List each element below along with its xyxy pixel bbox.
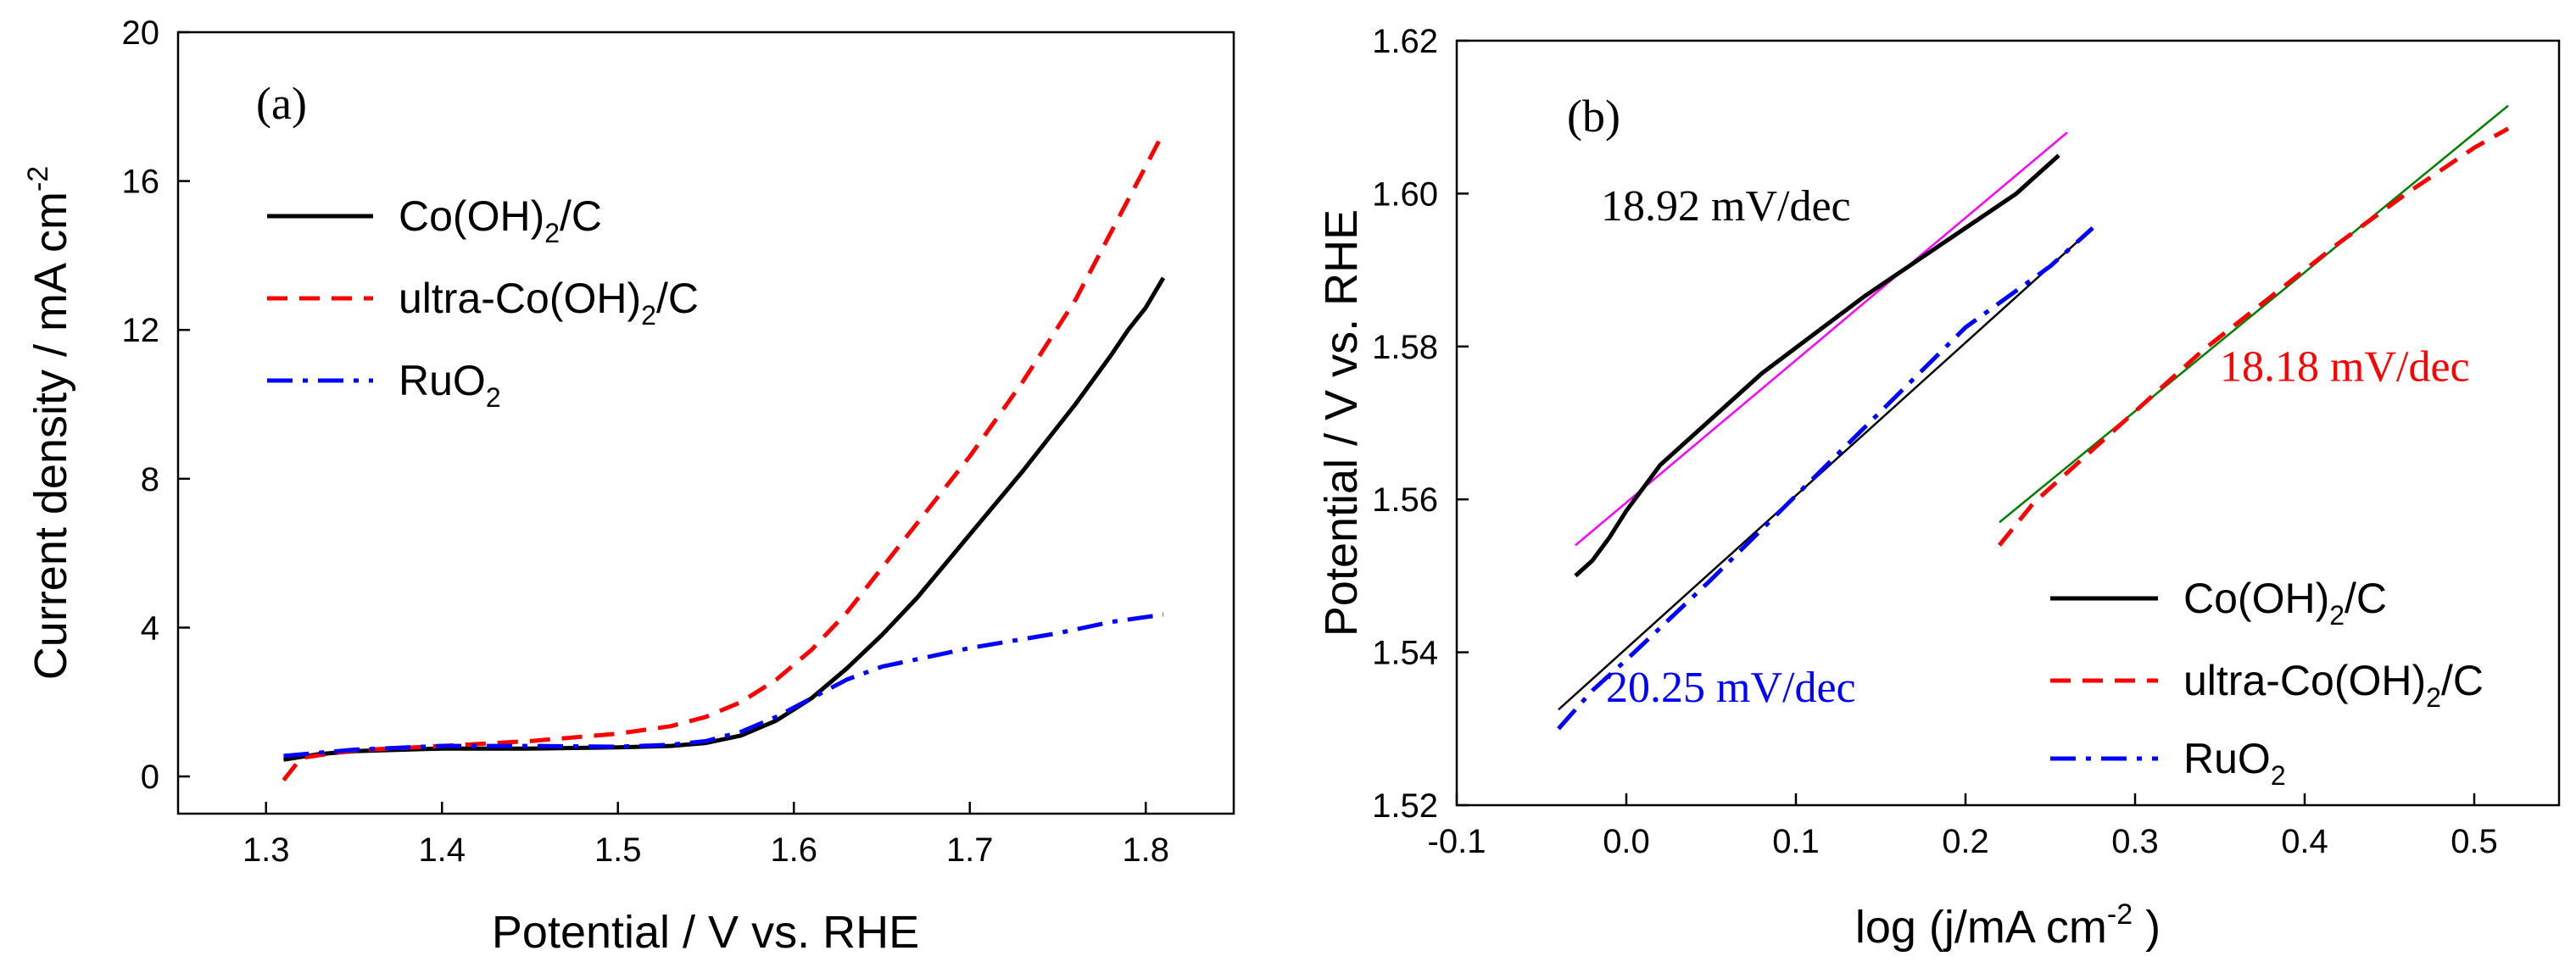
panel-a-y-tick-label: 20: [122, 14, 160, 52]
panel-b-y-tick-label: 1.58: [1372, 329, 1438, 366]
panel-b-label: (b): [1567, 91, 1620, 142]
panel-b-x-tick-label: 0.1: [1772, 823, 1820, 860]
panel-a-series-ultra-co-oh-2-c: [282, 131, 1166, 782]
panel-a-x-tick-label: 1.7: [946, 831, 994, 869]
panel-b-x-tick-label: 0.2: [1942, 823, 1989, 860]
panel-b-x-tick-label: 0.3: [2111, 823, 2159, 860]
panel-a-x-tick-label: 1.3: [243, 831, 290, 869]
panel-b-series: [1557, 126, 2510, 731]
panel-a-series-ruo2: [283, 612, 1164, 759]
panel-b-x-tick-label: 0.0: [1603, 823, 1650, 860]
panel-a-y-tick-label: 12: [122, 312, 160, 349]
panel-b-y-ticks: 1.52 1.54 1.56 1.58 1.60 1.62: [1372, 23, 1469, 825]
panel-b-series-ruo2: [1557, 226, 2094, 731]
panel-a-series: [282, 131, 1166, 782]
panel-a-x-tick-label: 1.8: [1122, 831, 1169, 869]
panel-a-legend-label-ultra-co-oh2-c: ultra-Co(OH)2/C: [399, 275, 699, 331]
panel-a-series-co-oh-2-c: [283, 276, 1166, 762]
panel-b-series-ultra-co-oh-2-c: [1998, 126, 2510, 547]
panel-b-legend-label-ultra-co-oh2-c: ultra-Co(OH)2/C: [2183, 657, 2484, 713]
panel-b-y-tick-label: 1.54: [1372, 635, 1438, 672]
panel-b-legend-label-ruo2: RuO2: [2183, 735, 2286, 791]
panel-b-y-axis-label: Potential / V vs. RHE: [1316, 209, 1367, 637]
panel-b-annotation-slope: 18.18 mV/dec: [2220, 342, 2470, 391]
panel-a-plot-frame: [176, 31, 1235, 815]
panel-b-y-tick-label: 1.56: [1372, 481, 1438, 519]
panel-a-y-tick-label: 16: [122, 164, 160, 201]
panel-b-plot-frame: [1455, 39, 2561, 807]
panel-a-legend-label-co-oh2-c: Co(OH)2/C: [399, 192, 602, 248]
panel-a-x-tick-label: 1.6: [770, 831, 817, 869]
panel-a-legend: Co(OH)2/C ultra-Co(OH)2/C RuO2: [267, 192, 699, 413]
panel-b-tafel-chart: -0.1 0.0 0.1 0.2 0.3 0.4 0.5 1.521.541.561.581…: [1316, 23, 2561, 953]
panel-a-x-axis-label: Potential / V vs. RHE: [492, 907, 919, 958]
panel-b-y-tick-label: 1.52: [1372, 787, 1438, 825]
panel-b-series-co-oh-2-c: [1574, 153, 2060, 578]
panel-b-y-tick-label: 1.60: [1372, 175, 1438, 213]
panel-b-y-tick-label: 1.62: [1372, 23, 1438, 60]
panel-b-annotations: 18.92 mV/dec 18.18 mV/dec 20.25 mV/dec: [1601, 182, 2470, 712]
panel-b-x-tick-label: -0.1: [1428, 823, 1486, 860]
panel-b-x-ticks: -0.1 0.0 0.1 0.2 0.3 0.4 0.5: [1428, 793, 2498, 860]
panel-b-fit-line-3: [1999, 104, 2509, 524]
panel-a-current-density-chart: 1.3 1.4 1.5 1.6 1.7 1.8 0 4 8 12 16 20 (a) Co(OH)2…: [22, 14, 1235, 958]
panel-a-y-tick-label: 4: [141, 609, 159, 647]
panel-a-y-tick-label: 8: [141, 461, 159, 498]
panel-b-annotation-slope: 18.92 mV/dec: [1601, 182, 1851, 231]
panel-a-label: (a): [256, 78, 307, 129]
panel-b-x-tick-label: 0.4: [2281, 823, 2328, 860]
panel-b-x-tick-label: 0.5: [2451, 823, 2498, 860]
panel-a-x-ticks: 1.3 1.4 1.5 1.6 1.7 1.8: [243, 802, 1169, 869]
panel-a-y-ticks: 0 4 8 12 16 20: [122, 14, 190, 796]
panel-a-x-tick-label: 1.5: [594, 831, 642, 869]
panel-a-x-tick-label: 1.4: [418, 831, 466, 869]
panel-b-legend-label-co-oh2-c: Co(OH)2/C: [2183, 575, 2387, 631]
panel-a-y-tick-label: 0: [141, 759, 159, 796]
panel-b-annotation-slope: 20.25 mV/dec: [1606, 664, 1856, 712]
panel-b-x-axis-label: log (j/mA cm-2 ): [1855, 898, 2161, 953]
panel-a-y-axis-label: Current density / mA cm-2: [22, 166, 76, 680]
panel-b-fit-line-1: [1575, 131, 2068, 547]
panel-a-legend-label-ruo2: RuO2: [399, 357, 501, 413]
panel-b-legend: Co(OH)2/C ultra-Co(OH)2/C RuO2: [2050, 575, 2484, 791]
